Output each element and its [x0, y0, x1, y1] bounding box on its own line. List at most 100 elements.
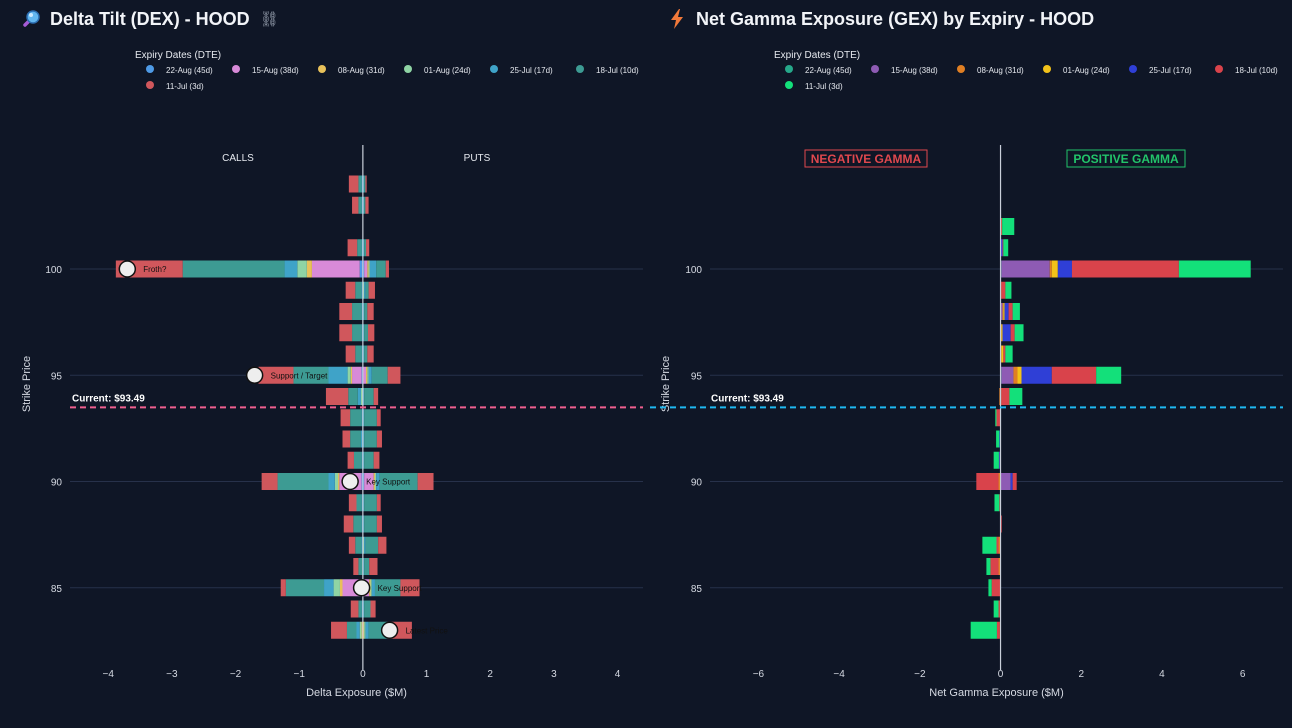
x-tick-label: 4 — [1159, 669, 1165, 680]
bar-segment — [280, 579, 286, 597]
bar-segment — [364, 451, 374, 469]
bar-segment — [357, 239, 362, 257]
legend-title: Expiry Dates (DTE) — [135, 50, 221, 61]
legend-marker — [785, 65, 793, 73]
negative-gamma-box — [804, 149, 928, 168]
bar-segment — [333, 579, 340, 597]
bar-segment — [362, 621, 365, 639]
annotation-marker — [341, 472, 359, 491]
bar-segment — [400, 579, 420, 597]
bar-segment — [362, 239, 365, 257]
x-tick-label: 2 — [487, 669, 493, 680]
legend-entry: 18-Jul (10d) — [1235, 66, 1278, 75]
bar-segment — [361, 366, 363, 384]
annotation-label: Latest Price — [406, 626, 449, 635]
annotation-label: Froth? — [143, 265, 167, 274]
bar-segment — [358, 196, 362, 214]
y-tick-label: 95 — [691, 371, 703, 382]
bar-segment — [1017, 366, 1022, 384]
bar-segment — [364, 473, 374, 490]
bar-segment — [324, 579, 334, 597]
bar-segment — [343, 515, 354, 533]
bar-segment — [1005, 281, 1012, 299]
bar-segment — [339, 579, 343, 597]
bar-segment — [996, 621, 1000, 639]
annotation-label: Support / Target — [271, 371, 329, 380]
bar-segment — [364, 345, 368, 363]
x-tick-label: −2 — [230, 669, 242, 680]
bar-segment — [334, 473, 339, 490]
bar-segment — [358, 558, 363, 575]
bar-segment — [998, 600, 1000, 618]
bar-segment — [364, 515, 377, 533]
bar-segment — [970, 621, 997, 639]
bar-segment — [1051, 366, 1097, 384]
dex-title-row: Delta Tilt (DEX) - HOOD ⛓ — [20, 8, 279, 30]
bar-segment — [991, 579, 1001, 597]
bar-segment — [376, 409, 381, 427]
x-tick-label: 0 — [998, 669, 1004, 680]
bar-segment — [371, 366, 388, 384]
bar-segment — [362, 558, 365, 575]
bar-segment — [358, 175, 362, 193]
bar-segment — [998, 558, 1001, 575]
positive-gamma-label: POSITIVE GAMMA — [1073, 152, 1179, 166]
bar-segment — [356, 494, 362, 512]
annotation-marker — [380, 621, 399, 639]
bar-segment — [993, 451, 999, 469]
bar-segment — [358, 600, 362, 618]
bar-segment — [361, 196, 363, 214]
bar-segment — [368, 281, 375, 299]
bar-segment — [361, 345, 363, 363]
bar-segment — [364, 239, 367, 257]
bar-segment — [365, 196, 369, 214]
bar-segment — [1014, 324, 1024, 342]
bar-segment — [1001, 218, 1003, 235]
x-axis-label: Net Gamma Exposure ($M) — [929, 687, 1063, 699]
bar-segment — [1010, 324, 1015, 342]
bar-segment — [331, 621, 347, 639]
bar-segment — [325, 388, 349, 405]
annotation-marker — [352, 579, 371, 597]
gex-plot-area: Expiry Dates (DTE) 22-Aug (45d) 15-Aug (38… — [646, 50, 1283, 699]
bar-segment — [355, 536, 362, 554]
y-axis-label: Strike Price — [660, 356, 672, 412]
legend-entry: 11-Jul (3d) — [166, 82, 204, 91]
bar-segment — [365, 536, 379, 554]
bar-segment — [350, 409, 362, 427]
legend-entry: 11-Jul (3d) — [805, 82, 843, 91]
bar-segment — [373, 388, 379, 405]
bar-segment — [361, 409, 363, 427]
bar-segment — [361, 324, 363, 342]
bar-segment — [1012, 303, 1020, 320]
legend-entry: 08-Aug (31d) — [338, 66, 385, 75]
bar-segment — [1009, 388, 1023, 405]
bar-segment — [1057, 260, 1072, 278]
bar-segment — [373, 451, 380, 469]
bar-segment — [988, 579, 992, 597]
x-tick-label: −4 — [102, 669, 114, 680]
bar-segment — [365, 175, 367, 193]
gex-chart: Expiry Dates (DTE) 22-Aug (45d) 15-Aug (38… — [646, 50, 1283, 699]
bar-segment — [360, 430, 363, 448]
bar-segment — [371, 579, 375, 597]
bar-segment — [364, 600, 371, 618]
bar-segment — [342, 430, 351, 448]
bar-segment — [1051, 260, 1058, 278]
bar-segment — [359, 621, 362, 639]
y-tick-label: 90 — [691, 478, 703, 489]
bar-segment — [352, 324, 362, 342]
link-icon[interactable]: ⛓ — [259, 11, 279, 28]
bar-segment — [1001, 260, 1050, 278]
x-tick-label: −1 — [293, 669, 305, 680]
bar-segment — [1000, 473, 1011, 490]
bar-segment — [362, 600, 365, 618]
bar-segment — [362, 409, 365, 427]
bar-segment — [362, 303, 365, 320]
bar-segment — [994, 494, 1000, 512]
legend-entry: 22-Aug (45d) — [805, 66, 852, 75]
bar-segment — [378, 536, 387, 554]
bar-segment — [364, 303, 368, 320]
bar-segment — [1000, 515, 1002, 533]
x-tick-label: 4 — [615, 669, 621, 680]
